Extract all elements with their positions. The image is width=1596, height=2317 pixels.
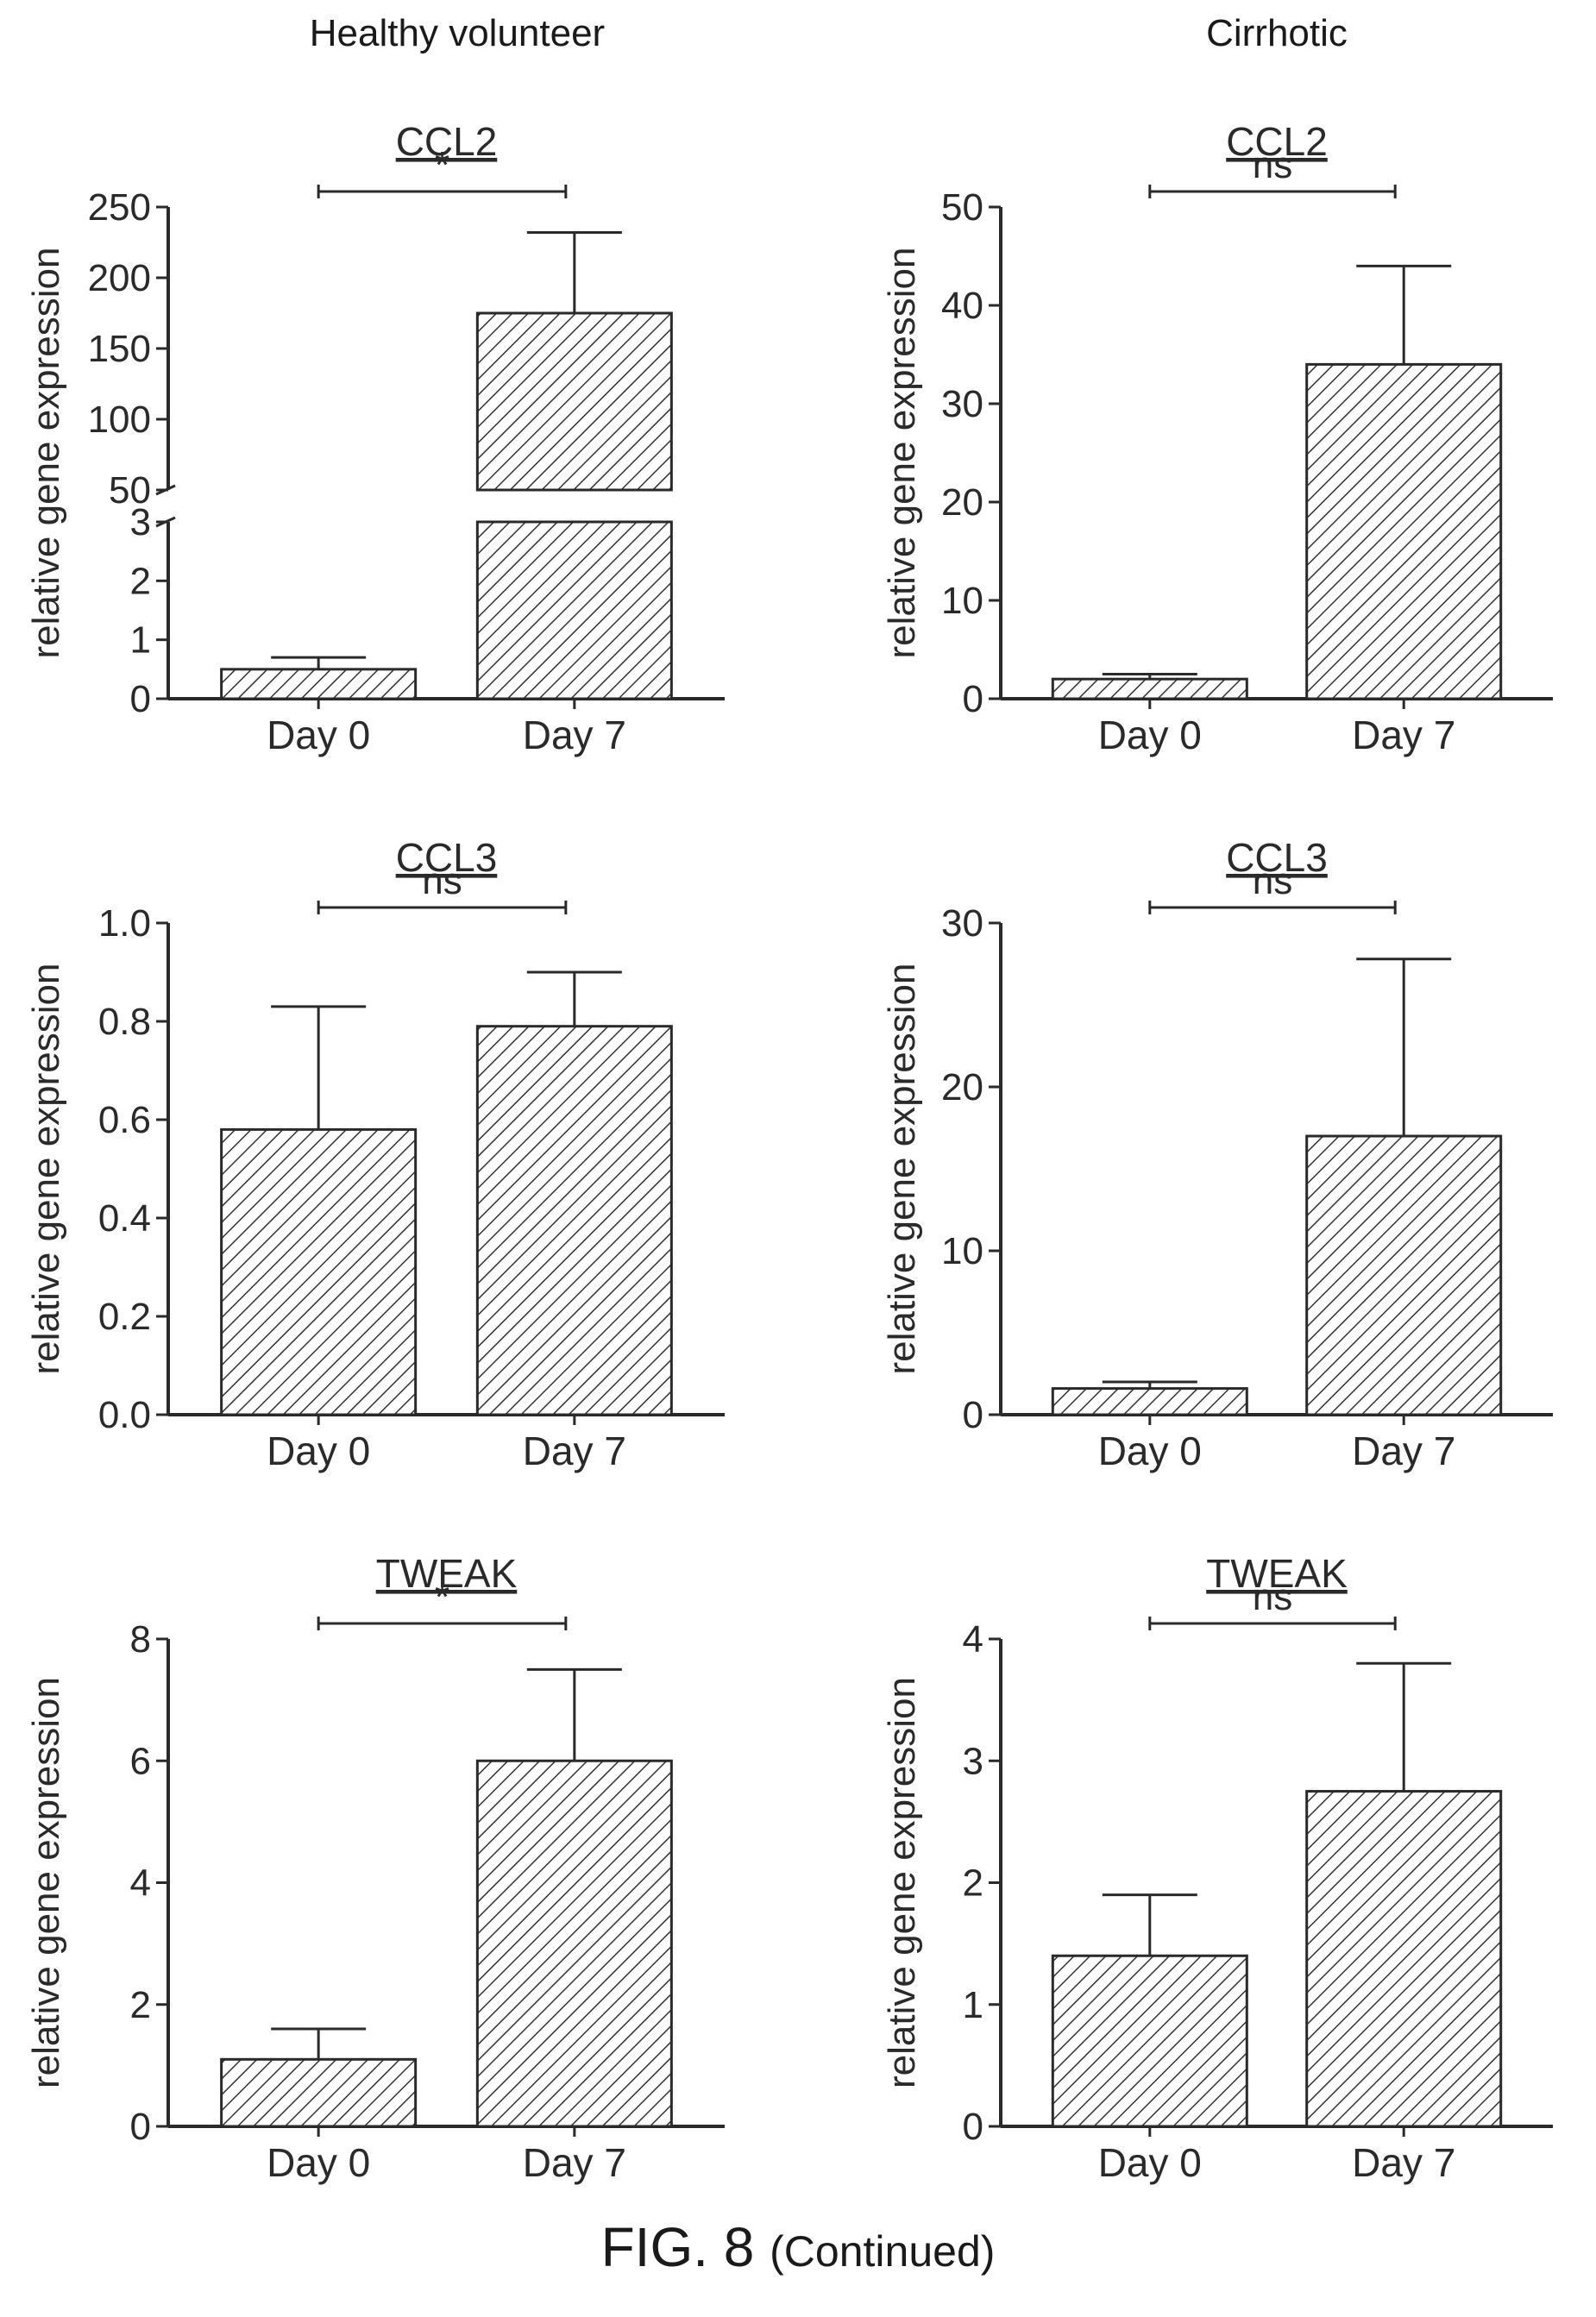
bar — [1051, 677, 1248, 700]
y-tick-label: 200 — [88, 257, 151, 299]
y-tick-label: 0.6 — [98, 1099, 151, 1141]
y-tick-label: 50 — [941, 186, 983, 229]
x-tick-label: Day 0 — [267, 2140, 370, 2185]
y-tick-label: 20 — [941, 481, 983, 524]
y-tick-label: 0.0 — [98, 1394, 151, 1436]
x-tick-label: Day 7 — [523, 713, 626, 757]
y-tick-label: 0.2 — [98, 1296, 151, 1338]
bar — [475, 1025, 673, 1416]
chart-5: TWEAK relative gene expression 0 1 2 3 4 Day 0 D… — [881, 1551, 1553, 2185]
y-tick-label: 100 — [88, 399, 151, 441]
y-tick-label: 6 — [130, 1740, 151, 1782]
bar — [220, 2057, 418, 2128]
y-tick-label: 1 — [130, 619, 151, 662]
y-axis-label: relative gene expression — [25, 1677, 67, 2088]
y-tick-label: 0 — [963, 678, 983, 720]
group-heading-cirrhotic: Cirrhotic — [1206, 12, 1348, 54]
x-tick-label: Day 7 — [1352, 713, 1455, 757]
y-axis-label: relative gene expression — [881, 1677, 923, 2088]
bar — [1051, 1954, 1248, 2128]
figure-caption: FIG. 8 (Continued) — [0, 2215, 1596, 2279]
x-tick-label: Day 0 — [267, 713, 370, 757]
chart-title: CCL3 — [396, 835, 498, 880]
y-tick-label: 3 — [130, 501, 151, 543]
chart-title: TWEAK — [1206, 1551, 1348, 1596]
y-axis-label: relative gene expression — [25, 964, 67, 1375]
y-tick-label: 0 — [130, 2106, 151, 2148]
bar — [1305, 1134, 1503, 1416]
significance-label: * — [435, 1576, 449, 1618]
y-tick-label: 3 — [963, 1740, 983, 1782]
y-tick-label: 2 — [130, 560, 151, 602]
y-tick-label: 150 — [88, 328, 151, 370]
bar — [475, 311, 673, 492]
y-tick-label: 20 — [941, 1066, 983, 1108]
bar — [1305, 362, 1503, 700]
chart-0: CCL2 relative gene expression 0 1 2 350 100 150… — [25, 119, 725, 757]
y-axis-label: relative gene expression — [881, 248, 923, 659]
y-tick-label: 250 — [88, 186, 151, 229]
y-tick-label: 0 — [963, 2106, 983, 2148]
y-tick-label: 30 — [941, 383, 983, 425]
y-tick-label: 10 — [941, 1230, 983, 1272]
significance-label: ns — [1253, 1576, 1292, 1618]
y-tick-label: 1 — [963, 1984, 983, 2026]
y-tick-label: 8 — [130, 1618, 151, 1661]
y-tick-label: 1.0 — [98, 902, 151, 945]
chart-4: TWEAK relative gene expression 0 2 4 6 8 Day 0 D… — [25, 1551, 725, 2185]
bar — [1305, 1790, 1503, 2128]
significance-label: * — [435, 144, 449, 186]
x-tick-label: Day 0 — [1098, 713, 1202, 757]
y-tick-label: 40 — [941, 285, 983, 327]
y-axis-label: relative gene expression — [25, 248, 67, 659]
y-tick-label: 2 — [963, 1862, 983, 1905]
x-tick-label: Day 7 — [1352, 2140, 1455, 2185]
significance-label: ns — [1253, 860, 1292, 902]
bar — [1051, 1387, 1248, 1416]
bar — [220, 1127, 418, 1416]
y-tick-label: 2 — [130, 1984, 151, 2026]
bar — [475, 520, 673, 700]
chart-1: CCL2 relative gene expression 0 10 20 30 40 50 D… — [881, 119, 1553, 757]
bar — [475, 1759, 673, 2128]
x-tick-label: Day 0 — [1098, 2140, 1202, 2185]
y-tick-label: 0.8 — [98, 1001, 151, 1043]
chart-title: CCL2 — [396, 119, 498, 164]
y-tick-label: 0.4 — [98, 1197, 151, 1240]
y-tick-label: 0 — [130, 678, 151, 720]
chart-3: CCL3 relative gene expression 0 10 20 30 Day 0… — [881, 835, 1553, 1473]
chart-2: CCL3 relative gene expression 0.0 0.2 0.4 0.6… — [25, 835, 725, 1473]
y-axis-label: relative gene expression — [881, 964, 923, 1375]
group-heading-healthy: Healthy volunteer — [309, 12, 606, 54]
x-tick-label: Day 0 — [267, 1429, 370, 1473]
figure-caption-main: FIG. 8 — [600, 2216, 755, 2278]
figure-caption-sub: (Continued) — [770, 2227, 996, 2276]
y-tick-label: 30 — [941, 902, 983, 945]
chart-title: TWEAK — [376, 1551, 518, 1596]
significance-label: ns — [1253, 144, 1292, 186]
chart-title: CCL3 — [1226, 835, 1328, 880]
bar — [220, 668, 418, 700]
y-tick-label: 50 — [109, 469, 151, 512]
y-tick-label: 4 — [130, 1862, 151, 1905]
x-tick-label: Day 7 — [523, 2140, 626, 2185]
x-tick-label: Day 7 — [1352, 1429, 1455, 1473]
y-tick-label: 0 — [963, 1394, 983, 1436]
y-tick-label: 10 — [941, 580, 983, 622]
x-tick-label: Day 7 — [523, 1429, 626, 1473]
significance-label: ns — [422, 860, 462, 902]
chart-title: CCL2 — [1226, 119, 1328, 164]
x-tick-label: Day 0 — [1098, 1429, 1202, 1473]
y-tick-label: 4 — [963, 1618, 983, 1661]
